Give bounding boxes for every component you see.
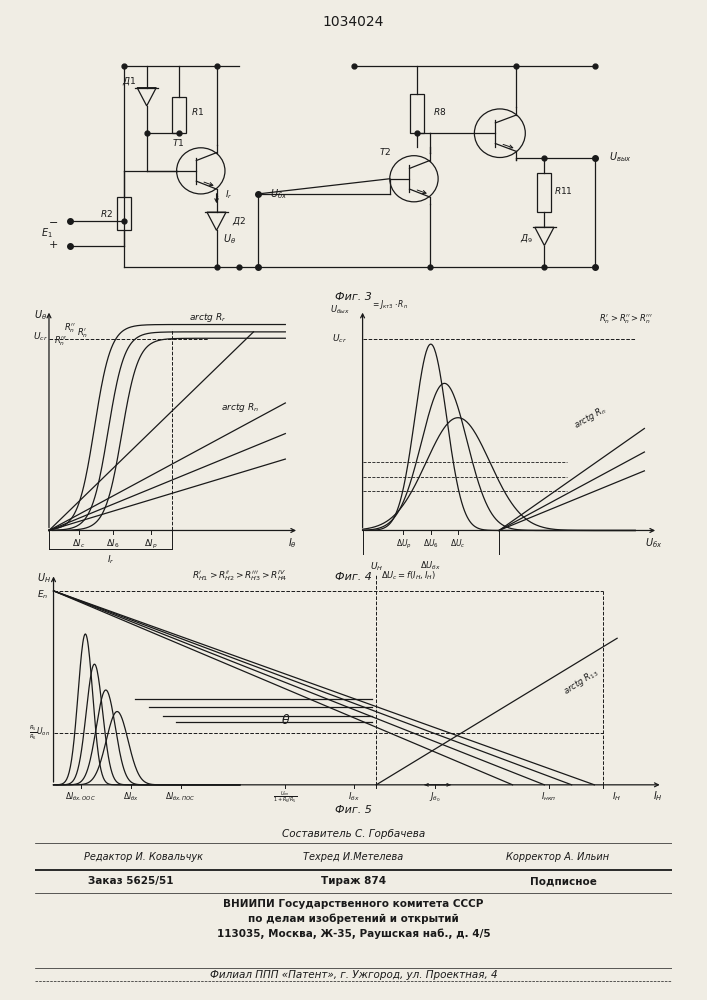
Text: $\Delta U_c$: $\Delta U_c$ [450,538,466,550]
Text: $R11$: $R11$ [554,185,573,196]
Text: $U_{бх}$: $U_{бх}$ [645,536,662,550]
Text: $I_H$: $I_H$ [653,789,663,803]
Text: $R_n'$: $R_n'$ [78,327,88,340]
Text: $R_n'>R_n''>R_n'''$: $R_n'>R_n''>R_n'''$ [600,313,653,326]
Text: $\Delta U_6$: $\Delta U_6$ [423,538,439,550]
Text: 113035, Москва, Ж-35, Раушская наб., д. 4/5: 113035, Москва, Ж-35, Раушская наб., д. … [216,929,491,939]
Text: $U_{бых}$: $U_{бых}$ [330,304,350,316]
Text: ВНИИПИ Государственного комитета СССР: ВНИИПИ Государственного комитета СССР [223,899,484,909]
Text: $\Delta I_{бх.ООС}$: $\Delta I_{бх.ООС}$ [66,791,96,803]
Text: $Д1$: $Д1$ [122,76,136,87]
Text: Тираж 874: Тираж 874 [321,876,386,886]
Text: $U_{вых}$: $U_{вых}$ [609,151,632,164]
Text: $E_1$: $E_1$ [41,226,53,240]
Text: $U_{бх}$: $U_{бх}$ [270,187,287,201]
Text: $I_r$: $I_r$ [107,554,114,566]
Text: $R_n''$: $R_n''$ [64,322,75,335]
Text: $I_\theta$: $I_\theta$ [288,536,296,550]
Text: 1034024: 1034024 [323,15,384,29]
Text: $\Delta I_{бх}$: $\Delta I_{бх}$ [123,791,139,803]
Text: $\Delta I_6$: $\Delta I_6$ [106,538,119,550]
Text: $-$: $-$ [48,216,58,226]
Text: $R_{H1}'>R_{H2}''>R_{H3}'''>R_{H4}^{IV}$: $R_{H1}'>R_{H2}''>R_{H3}'''>R_{H4}^{IV}$ [192,568,288,583]
Text: Составитель С. Горбачева: Составитель С. Горбачева [282,829,425,839]
Text: $R_n'''$: $R_n'''$ [54,335,67,348]
Text: $I_{бх}$: $I_{бх}$ [348,791,359,803]
Text: $U_\theta$: $U_\theta$ [223,233,236,246]
Text: $\Delta U_{бх}$: $\Delta U_{бх}$ [420,560,441,572]
Text: $I_{нкп}$: $I_{нкп}$ [541,791,556,803]
Text: $\theta$: $\theta$ [281,713,290,727]
Text: Техред И.Метелева: Техред И.Метелева [303,852,404,861]
Text: $arctg\ R_n$: $arctg\ R_n$ [221,401,259,414]
Text: Заказ 5625/51: Заказ 5625/51 [88,876,173,886]
Text: Подписное: Подписное [530,876,597,886]
Text: $\Delta U_c = f(I_H, I_H)$: $\Delta U_c = f(I_H, I_H)$ [380,570,436,582]
Text: $\Delta I_{бх.ПОС}$: $\Delta I_{бх.ПОС}$ [165,791,196,803]
Text: Фиг. 4: Фиг. 4 [335,572,372,582]
Bar [410,94,424,133]
Text: $arctg\ R_n$: $arctg\ R_n$ [571,403,609,432]
Text: $U_{cr}$: $U_{cr}$ [33,331,48,343]
Text: $arctg\ R_r$: $arctg\ R_r$ [189,311,227,324]
Text: $\frac{U_{on}}{1+R_6/R_5}$: $\frac{U_{on}}{1+R_6/R_5}$ [273,789,298,805]
Text: $U_\theta$: $U_\theta$ [34,308,47,322]
Text: $\frac{R_5}{R_6}U_{on}$: $\frac{R_5}{R_6}U_{on}$ [29,724,50,742]
Text: $R8$: $R8$ [433,106,446,117]
Text: $Д_9$: $Д_9$ [520,232,533,244]
Text: $\Delta I_c$: $\Delta I_c$ [72,538,86,550]
Text: $R1$: $R1$ [191,106,204,117]
Text: Редактор И. Ковальчук: Редактор И. Ковальчук [84,852,203,861]
Text: Филиал ППП «Патент», г. Ужгород, ул. Проектная, 4: Филиал ППП «Патент», г. Ужгород, ул. Про… [210,970,497,980]
Text: $T2$: $T2$ [379,146,392,157]
Text: $arctg\ R_{13}$: $arctg\ R_{13}$ [561,665,601,698]
Text: $+$: $+$ [48,239,58,250]
Bar [117,197,132,230]
Text: $U_H$: $U_H$ [37,571,52,585]
Text: $\Delta I_p$: $\Delta I_p$ [144,538,158,551]
Text: $J_{б_0}$: $J_{б_0}$ [429,790,441,804]
Text: $R2$: $R2$ [100,208,113,219]
Bar [537,173,551,212]
Text: $Д2$: $Д2$ [232,215,246,227]
Text: $U_{cr}$: $U_{cr}$ [332,333,347,345]
Text: $\Delta U_p$: $\Delta U_p$ [395,538,411,551]
Text: $T1$: $T1$ [173,137,185,148]
Text: Фиг. 5: Фиг. 5 [335,805,372,815]
Text: Корректор А. Ильин: Корректор А. Ильин [506,852,609,861]
Text: по делам изобретений и открытий: по делам изобретений и открытий [248,914,459,924]
Text: Фиг. 3: Фиг. 3 [335,292,372,302]
Text: $I_H$: $I_H$ [612,791,621,803]
Text: $I_r$: $I_r$ [226,189,233,201]
Text: $E_n$: $E_n$ [37,589,48,601]
Text: $=J_{кт3}\cdot R_n$: $=J_{кт3}\cdot R_n$ [371,298,409,311]
Text: $U_H$: $U_H$ [370,561,382,573]
Bar [172,97,185,133]
